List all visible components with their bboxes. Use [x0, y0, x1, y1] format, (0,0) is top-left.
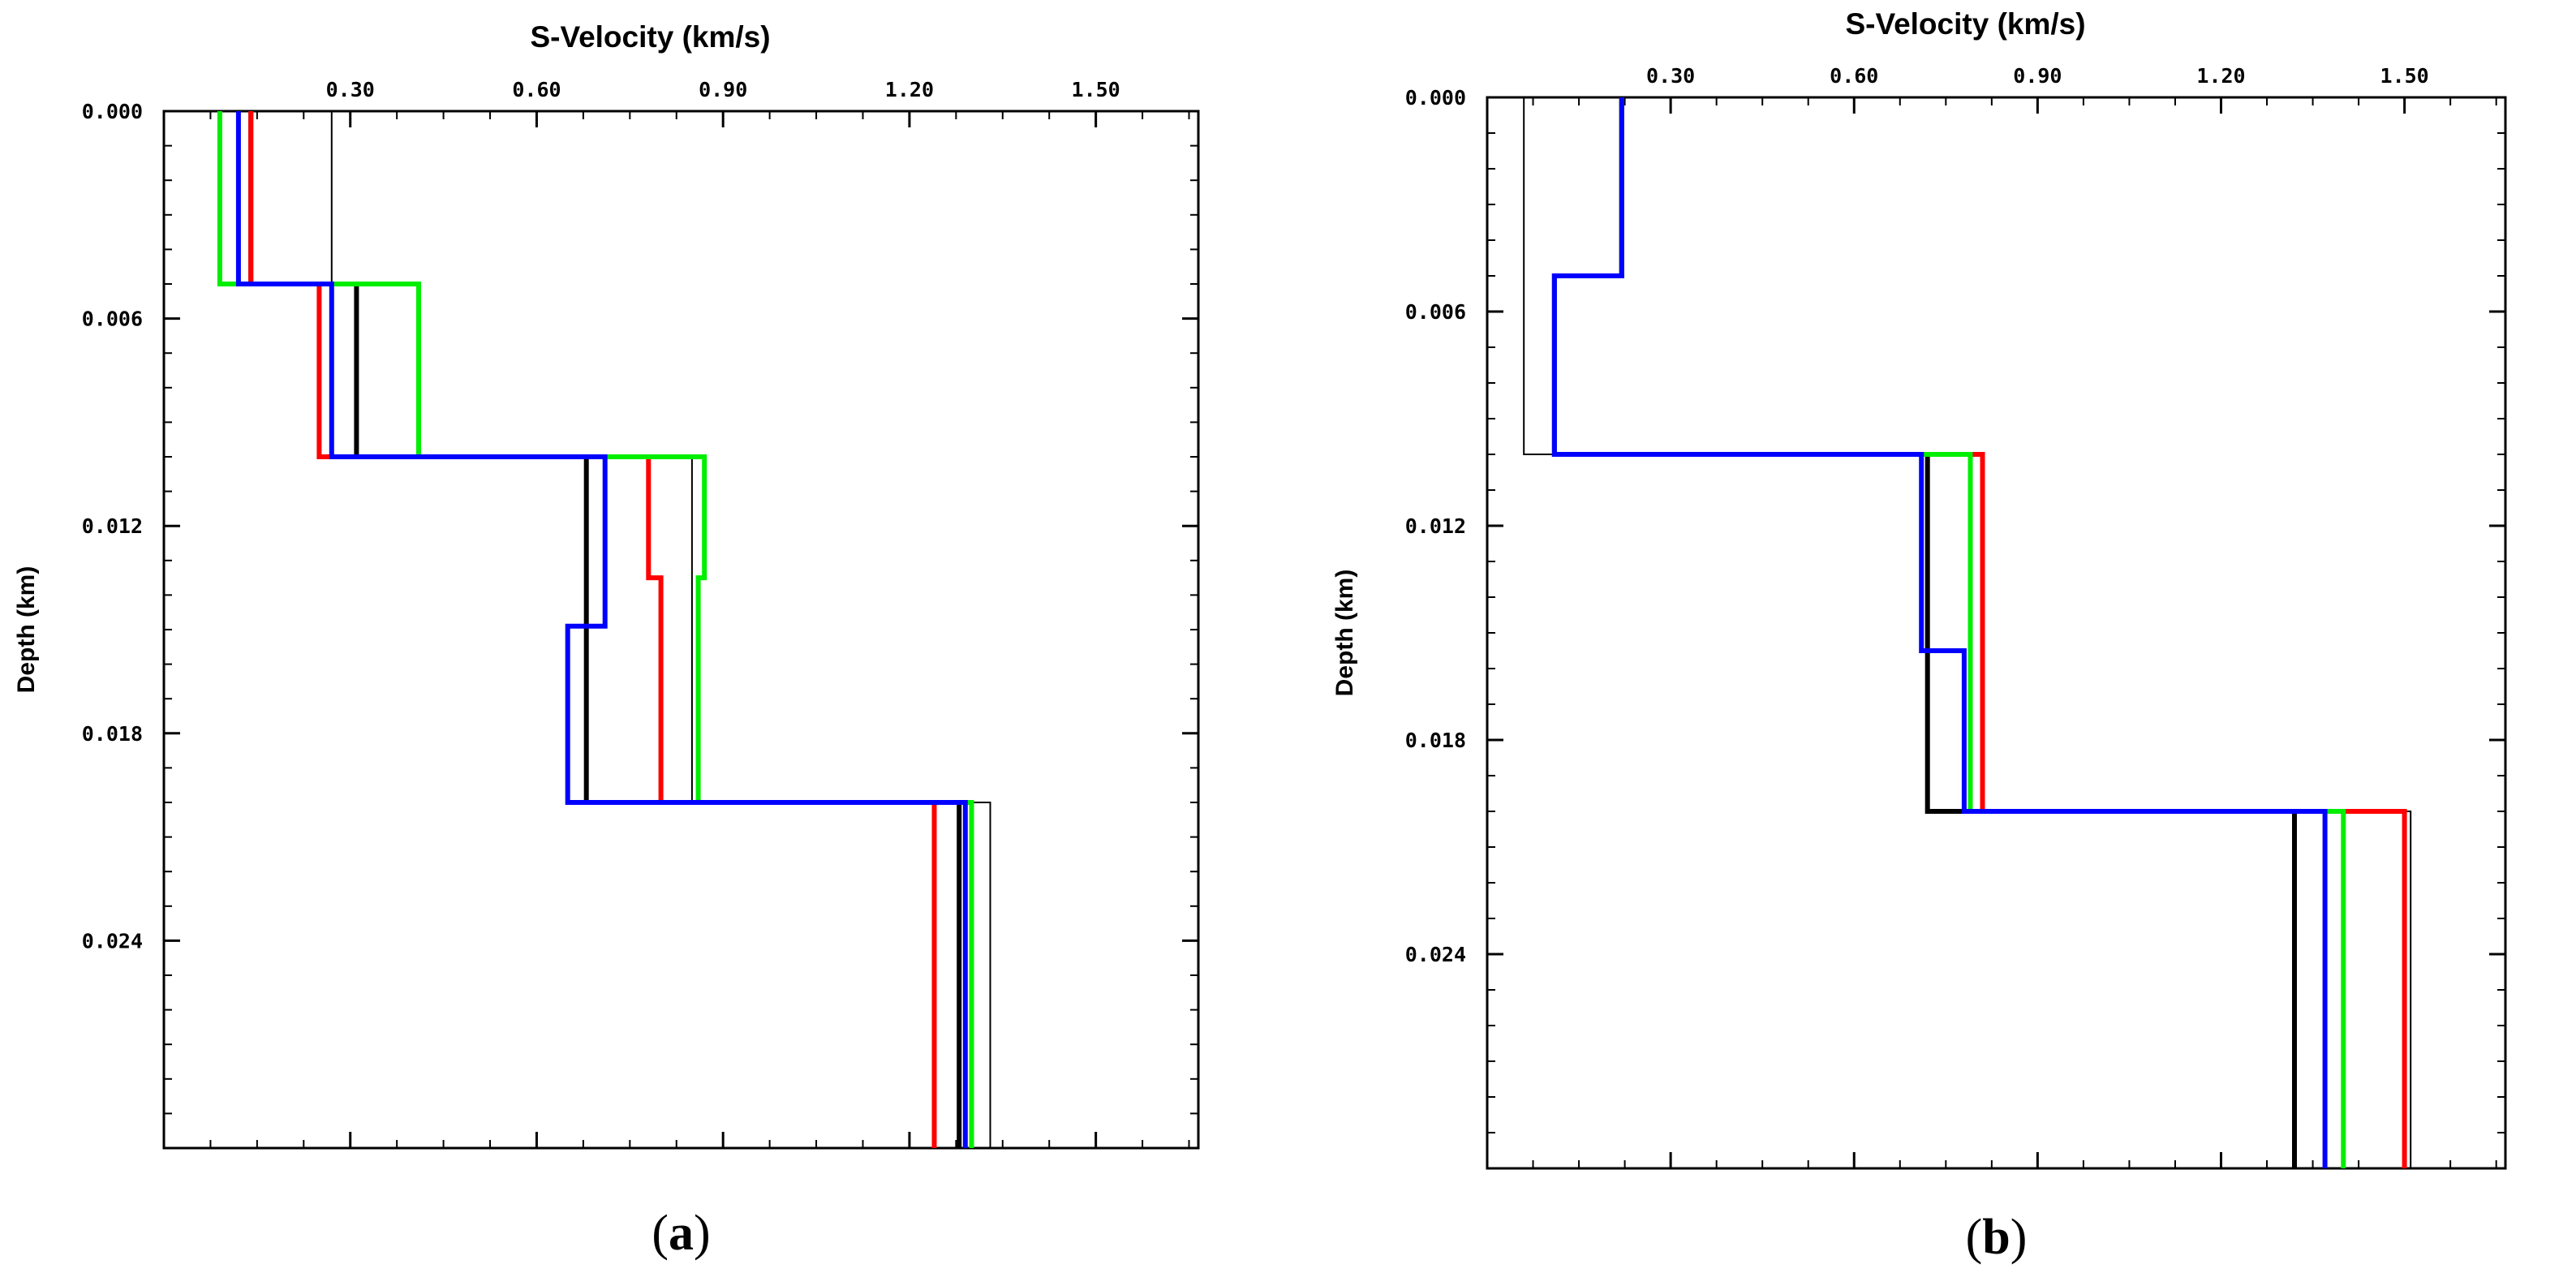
y-tick-label: 0.012: [1405, 514, 1466, 538]
series-thin-black-line: [1523, 97, 2412, 1168]
series-blue-line: [1551, 97, 2328, 1168]
y-tick-label: 0.000: [1405, 86, 1466, 110]
x-axis-title: S-Velocity (km/s): [530, 20, 770, 54]
y-tick-label: 0.012: [82, 514, 143, 538]
x-tick-label: 0.30: [1646, 64, 1695, 88]
x-tick-label: 1.20: [885, 78, 934, 101]
series-red-line: [1551, 97, 2407, 1168]
y-tick-label: 0.018: [1405, 729, 1466, 752]
x-tick-label: 1.50: [2380, 64, 2429, 88]
x-axis-title: S-Velocity (km/s): [1845, 7, 2085, 41]
plot-frame: [1486, 96, 2507, 1170]
x-tick-label: 0.60: [1830, 64, 1878, 88]
y-tick-label: 0.006: [1405, 300, 1466, 324]
series-red-line: [248, 111, 937, 1148]
x-tick-label: 0.90: [2013, 64, 2062, 88]
y-axis-title: Depth (km): [1331, 570, 1358, 697]
x-tick-label: 1.50: [1072, 78, 1120, 101]
y-axis-title: Depth (km): [13, 566, 40, 694]
panel-b: 0.30 0.60 0.90 1.20 1.50 0.000 0.006 0.012 0.018…: [1331, 7, 2507, 1265]
y-tick-label: 0.000: [82, 100, 143, 123]
y-tick-label: 0.024: [1405, 943, 1466, 966]
plot-frame: [162, 110, 1200, 1150]
series-green-line: [1551, 97, 2346, 1168]
series-green-line: [217, 111, 974, 1148]
series-black-line: [1551, 97, 2297, 1168]
x-tick-label: 0.60: [512, 78, 561, 101]
y-tick-label: 0.006: [82, 308, 143, 331]
panel-caption: (a): [652, 1206, 710, 1261]
y-tick-label: 0.018: [82, 722, 143, 746]
panel-a: 0.30 0.60 0.90 1.20 1.50 0.000 0.006 0.012 0.018…: [13, 20, 1200, 1261]
x-tick-label: 0.90: [699, 78, 747, 101]
x-tick-label: 0.30: [326, 78, 375, 101]
series-blue-line: [235, 111, 968, 1148]
panel-caption: (b): [1966, 1210, 2028, 1265]
y-tick-label: 0.024: [82, 929, 143, 953]
x-tick-label: 1.20: [2196, 64, 2245, 88]
series-black-line: [248, 111, 962, 1148]
